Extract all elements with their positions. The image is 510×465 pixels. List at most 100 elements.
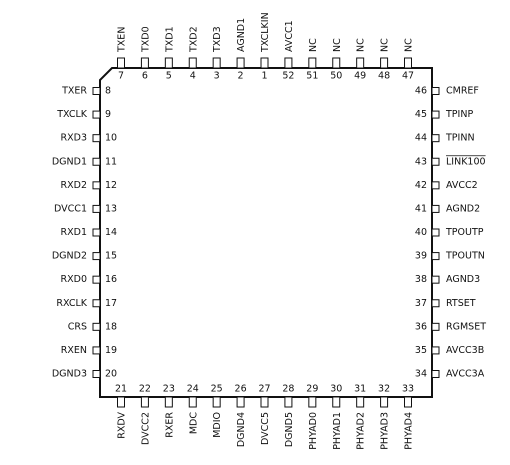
- pin: [284, 57, 293, 69]
- pin: [260, 57, 269, 69]
- pin: [431, 157, 440, 166]
- pin-name: PHYAD2: [356, 412, 367, 450]
- pin-number: 33: [402, 384, 414, 395]
- pin-number: 41: [415, 203, 427, 214]
- pin-number: 30: [330, 384, 342, 395]
- pin-number: 2: [238, 71, 244, 82]
- pin: [431, 370, 440, 378]
- pin: [92, 322, 101, 331]
- pin-number: 23: [163, 384, 175, 395]
- pin: [92, 110, 101, 119]
- pin: [92, 275, 101, 284]
- pin-name: NC: [332, 38, 343, 52]
- pin: [332, 396, 341, 408]
- pin-number: 31: [354, 384, 366, 395]
- pin: [164, 57, 173, 69]
- pin: [92, 346, 101, 355]
- pin: [140, 57, 149, 69]
- pin-number: 24: [187, 384, 199, 395]
- pin: [404, 57, 412, 69]
- pin-name: TXER: [61, 86, 87, 97]
- pin: [92, 134, 101, 143]
- pin-number: 49: [354, 71, 366, 82]
- pin-number: 45: [415, 109, 427, 120]
- pin: [431, 110, 440, 119]
- pin-name: RXDV: [117, 412, 128, 439]
- pin-name: DGND4: [236, 412, 247, 447]
- pin-name: RXD2: [61, 180, 87, 191]
- pin-name: CMREF: [446, 86, 479, 97]
- pin-name: RXD0: [61, 274, 87, 285]
- pin: [431, 181, 440, 190]
- pin-name: AVCC1: [284, 20, 295, 52]
- pin-name: RGMSET: [446, 321, 486, 332]
- pin-number: 39: [415, 251, 427, 262]
- pin-number: 19: [105, 345, 117, 356]
- pin-name: RXEN: [61, 345, 87, 356]
- pin-name: NC: [404, 38, 415, 52]
- pin-name: PHYAD4: [404, 412, 415, 450]
- pin-name: MDIO: [212, 412, 223, 438]
- pin: [140, 396, 149, 408]
- pin: [308, 57, 317, 69]
- pin: [212, 396, 221, 408]
- pin-name: DGND2: [52, 251, 87, 262]
- pin-number: 18: [105, 321, 117, 332]
- pin: [380, 57, 389, 69]
- pin-number: 9: [105, 109, 111, 120]
- pin-number: 21: [115, 384, 127, 395]
- pin: [356, 396, 365, 408]
- pin: [236, 57, 245, 69]
- pin-name: DGND5: [284, 412, 295, 447]
- pin-name: AVCC2: [446, 180, 478, 191]
- pin-number: 11: [105, 156, 117, 167]
- pin-number: 1: [261, 71, 267, 82]
- pin-number: 5: [166, 71, 172, 82]
- pin: [92, 252, 101, 261]
- pin-number: 28: [282, 384, 294, 395]
- pin-name: DGND1: [52, 156, 87, 167]
- pin-name: RXD1: [61, 227, 87, 238]
- pin: [332, 57, 341, 69]
- pin-number: 51: [306, 71, 318, 82]
- pin-name: TXD2: [188, 26, 199, 53]
- pin: [188, 396, 197, 408]
- pin-number: 10: [105, 133, 117, 144]
- pin-name: PHYAD3: [380, 412, 391, 450]
- pin-name: TPOUTP: [445, 227, 484, 238]
- pin-number: 17: [105, 298, 117, 309]
- pin-number: 44: [415, 133, 427, 144]
- pin: [431, 322, 440, 331]
- pin-number: 32: [378, 384, 390, 395]
- pin-name: DVCC5: [260, 412, 271, 445]
- pin-name: NC: [356, 38, 367, 52]
- pin-number: 47: [402, 71, 414, 82]
- pin-name: PHYAD1: [332, 412, 343, 450]
- pin-number: 7: [118, 71, 124, 82]
- pin-number: 37: [415, 298, 427, 309]
- pin-name: TXD1: [164, 26, 175, 53]
- pin-name: TXCLK: [56, 109, 88, 120]
- pin-name: TPINN: [445, 133, 475, 144]
- pin-number: 42: [415, 180, 427, 191]
- pin-name: AVCC3B: [446, 345, 484, 356]
- pin-number: 6: [142, 71, 148, 82]
- pin: [92, 299, 101, 308]
- pin-name: TXEN: [117, 27, 128, 53]
- pin: [431, 87, 440, 95]
- pin-number: 52: [282, 71, 294, 82]
- pin: [92, 370, 101, 378]
- pin: [356, 57, 365, 69]
- pin-number: 38: [415, 274, 427, 285]
- pin-name: TXD0: [140, 26, 151, 53]
- pin-number: 14: [105, 227, 117, 238]
- pin-number: 29: [306, 384, 318, 395]
- pin-name: RTSET: [446, 298, 476, 309]
- pin-name: PHYAD0: [308, 412, 319, 450]
- pin: [308, 396, 317, 408]
- pin-name: DVCC1: [54, 203, 87, 214]
- pin-number: 43: [415, 156, 427, 167]
- chip-body: [99, 67, 433, 398]
- pin: [431, 299, 440, 308]
